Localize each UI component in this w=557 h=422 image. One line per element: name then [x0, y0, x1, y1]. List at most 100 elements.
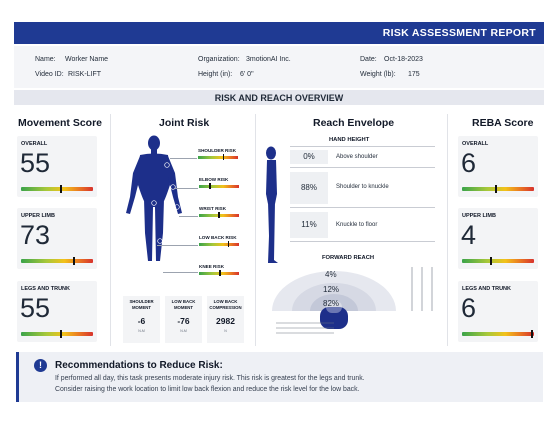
metric-unit: N: [224, 329, 227, 333]
score-gradient-bar: [21, 187, 93, 191]
wrist-risk-marker: [218, 212, 220, 218]
video-id-label: Video ID:: [35, 71, 64, 78]
card-label: UPPER LIMB: [21, 213, 55, 219]
reba-legs-trunk-card: LEGS AND TRUNK 6: [458, 281, 538, 342]
metric-label: LOW BACK MOMENT: [171, 299, 196, 310]
recommendation-line-1: If performed all day, this task presents…: [55, 375, 365, 382]
metric-value: -76: [177, 316, 190, 326]
card-label: LEGS AND TRUNK: [462, 286, 511, 292]
movement-upper-limb-card: UPPER LIMB 73: [17, 208, 97, 269]
side-figure-icon: [266, 146, 278, 263]
shoulder-moment-box: SHOULDER MOMENT -6 N-M: [123, 296, 160, 343]
low-back-risk-label: LOW BACK RISK: [199, 235, 237, 240]
card-value: 55: [20, 148, 51, 178]
reach-envelope-title: Reach Envelope: [313, 117, 395, 129]
reba-score-title: REBA Score: [472, 117, 534, 129]
shoulder-risk-bar: [198, 156, 238, 159]
joint-connector-line: [170, 158, 197, 159]
shoulder-risk-marker: [222, 154, 225, 160]
organization-value: 3motionAI Inc.: [246, 56, 291, 63]
score-marker: [489, 257, 492, 265]
label-shoulder-to-knuckle: Shoulder to knuckle: [336, 184, 389, 190]
date-value: Oct-18-2023: [384, 56, 423, 63]
elbow-risk-bar: [199, 185, 239, 188]
weight-value: 175: [408, 71, 420, 78]
score-marker: [494, 185, 497, 193]
recommendations-panel: ! Recommendations to Reduce Risk: If per…: [16, 352, 543, 402]
wrist-risk-label: WRIST RISK: [199, 206, 227, 211]
card-label: OVERALL: [462, 141, 489, 147]
knee-risk-label: KNEE RISK: [199, 264, 225, 269]
header-bar: [14, 22, 544, 44]
joint-risk-title: Joint Risk: [159, 117, 210, 129]
joint-connector-line: [175, 188, 198, 189]
card-value: 73: [20, 220, 51, 250]
shoulder-risk-label: SHOULDER RISK: [198, 148, 237, 153]
forward-reach-title: FORWARD REACH: [322, 255, 375, 261]
card-label: UPPER LIMB: [462, 213, 496, 219]
low-back-risk-bar: [199, 243, 239, 246]
movement-score-title: Movement Score: [18, 117, 103, 129]
score-gradient-bar: [462, 332, 534, 336]
report-header: RISK ASSESSMENT REPORT: [14, 22, 544, 44]
reba-overall-card: OVERALL 6: [458, 136, 538, 197]
card-value: 6: [461, 148, 477, 178]
name-label: Name:: [35, 56, 56, 63]
metric-value: 2982: [216, 316, 235, 326]
card-value: 6: [461, 293, 477, 323]
card-value: 55: [20, 293, 51, 323]
label-above-shoulder: Above shoulder: [336, 154, 378, 160]
hand-height-divider: [290, 207, 435, 208]
overview-title: RISK AND REACH OVERVIEW: [214, 93, 344, 103]
label-knuckle-to-floor: Knuckle to floor: [336, 222, 378, 228]
metric-label: SHOULDER MOMENT: [129, 299, 154, 310]
reba-upper-limb-card: UPPER LIMB 4: [458, 208, 538, 269]
video-id-value: RISK-LIFT: [68, 71, 102, 78]
knee-risk-marker: [219, 270, 221, 276]
info-panel: Name: Worker Name Video ID: RISK-LIFT Or…: [14, 46, 544, 88]
low-back-moment-box: LOW BACK MOMENT -76 N-M: [165, 296, 202, 343]
metric-value: -6: [137, 316, 146, 326]
card-label: OVERALL: [21, 141, 48, 147]
elbow-risk-label: ELBOW RISK: [199, 177, 229, 182]
card-label: LEGS AND TRUNK: [21, 286, 70, 292]
overview-banner: RISK AND REACH OVERVIEW: [14, 90, 544, 105]
height-label: Height (in):: [198, 71, 233, 78]
metric-unit: N-M: [180, 329, 187, 333]
low-back-compression-box: LOW BACK COMPRESSION 2982 N: [207, 296, 244, 343]
score-marker: [530, 330, 533, 338]
date-label: Date:: [360, 56, 377, 63]
height-value: 6' 0": [240, 71, 254, 78]
score-gradient-bar: [21, 332, 93, 336]
forward-reach-pct-far: 4%: [325, 270, 337, 279]
forward-reach-diagram: [272, 267, 433, 334]
recommendation-line-2: Consider raising the work location to li…: [55, 386, 360, 393]
hand-height-title: HAND HEIGHT: [329, 137, 370, 143]
recommendations-title: Recommendations to Reduce Risk:: [55, 360, 223, 371]
column-divider: [110, 114, 111, 346]
low-back-risk-marker: [227, 241, 230, 247]
hand-height-divider: [290, 146, 435, 147]
alert-icon: !: [34, 359, 47, 372]
movement-overall-card: OVERALL 55: [17, 136, 97, 197]
report-title: RISK ASSESSMENT REPORT: [382, 27, 536, 39]
metric-label: LOW BACK COMPRESSION: [209, 299, 242, 310]
score-marker: [72, 257, 75, 265]
name-value: Worker Name: [65, 56, 109, 63]
pct-knuckle-to-floor: 11%: [290, 212, 328, 238]
hand-height-divider: [290, 167, 435, 168]
hand-height-divider: [290, 241, 435, 242]
body-figure-icon: [126, 135, 182, 261]
score-gradient-bar: [21, 259, 93, 263]
score-gradient-bar: [462, 187, 534, 191]
joint-connector-line: [163, 272, 198, 273]
pct-shoulder-to-knuckle: 88%: [290, 172, 328, 204]
score-marker: [59, 330, 62, 338]
joint-connector-line: [179, 216, 198, 217]
organization-label: Organization:: [198, 56, 240, 63]
column-divider: [447, 114, 448, 346]
column-divider: [255, 114, 256, 346]
forward-reach-pct-mid: 12%: [323, 285, 340, 294]
elbow-risk-marker: [209, 183, 211, 189]
forward-reach-pct-near: 82%: [323, 299, 340, 308]
